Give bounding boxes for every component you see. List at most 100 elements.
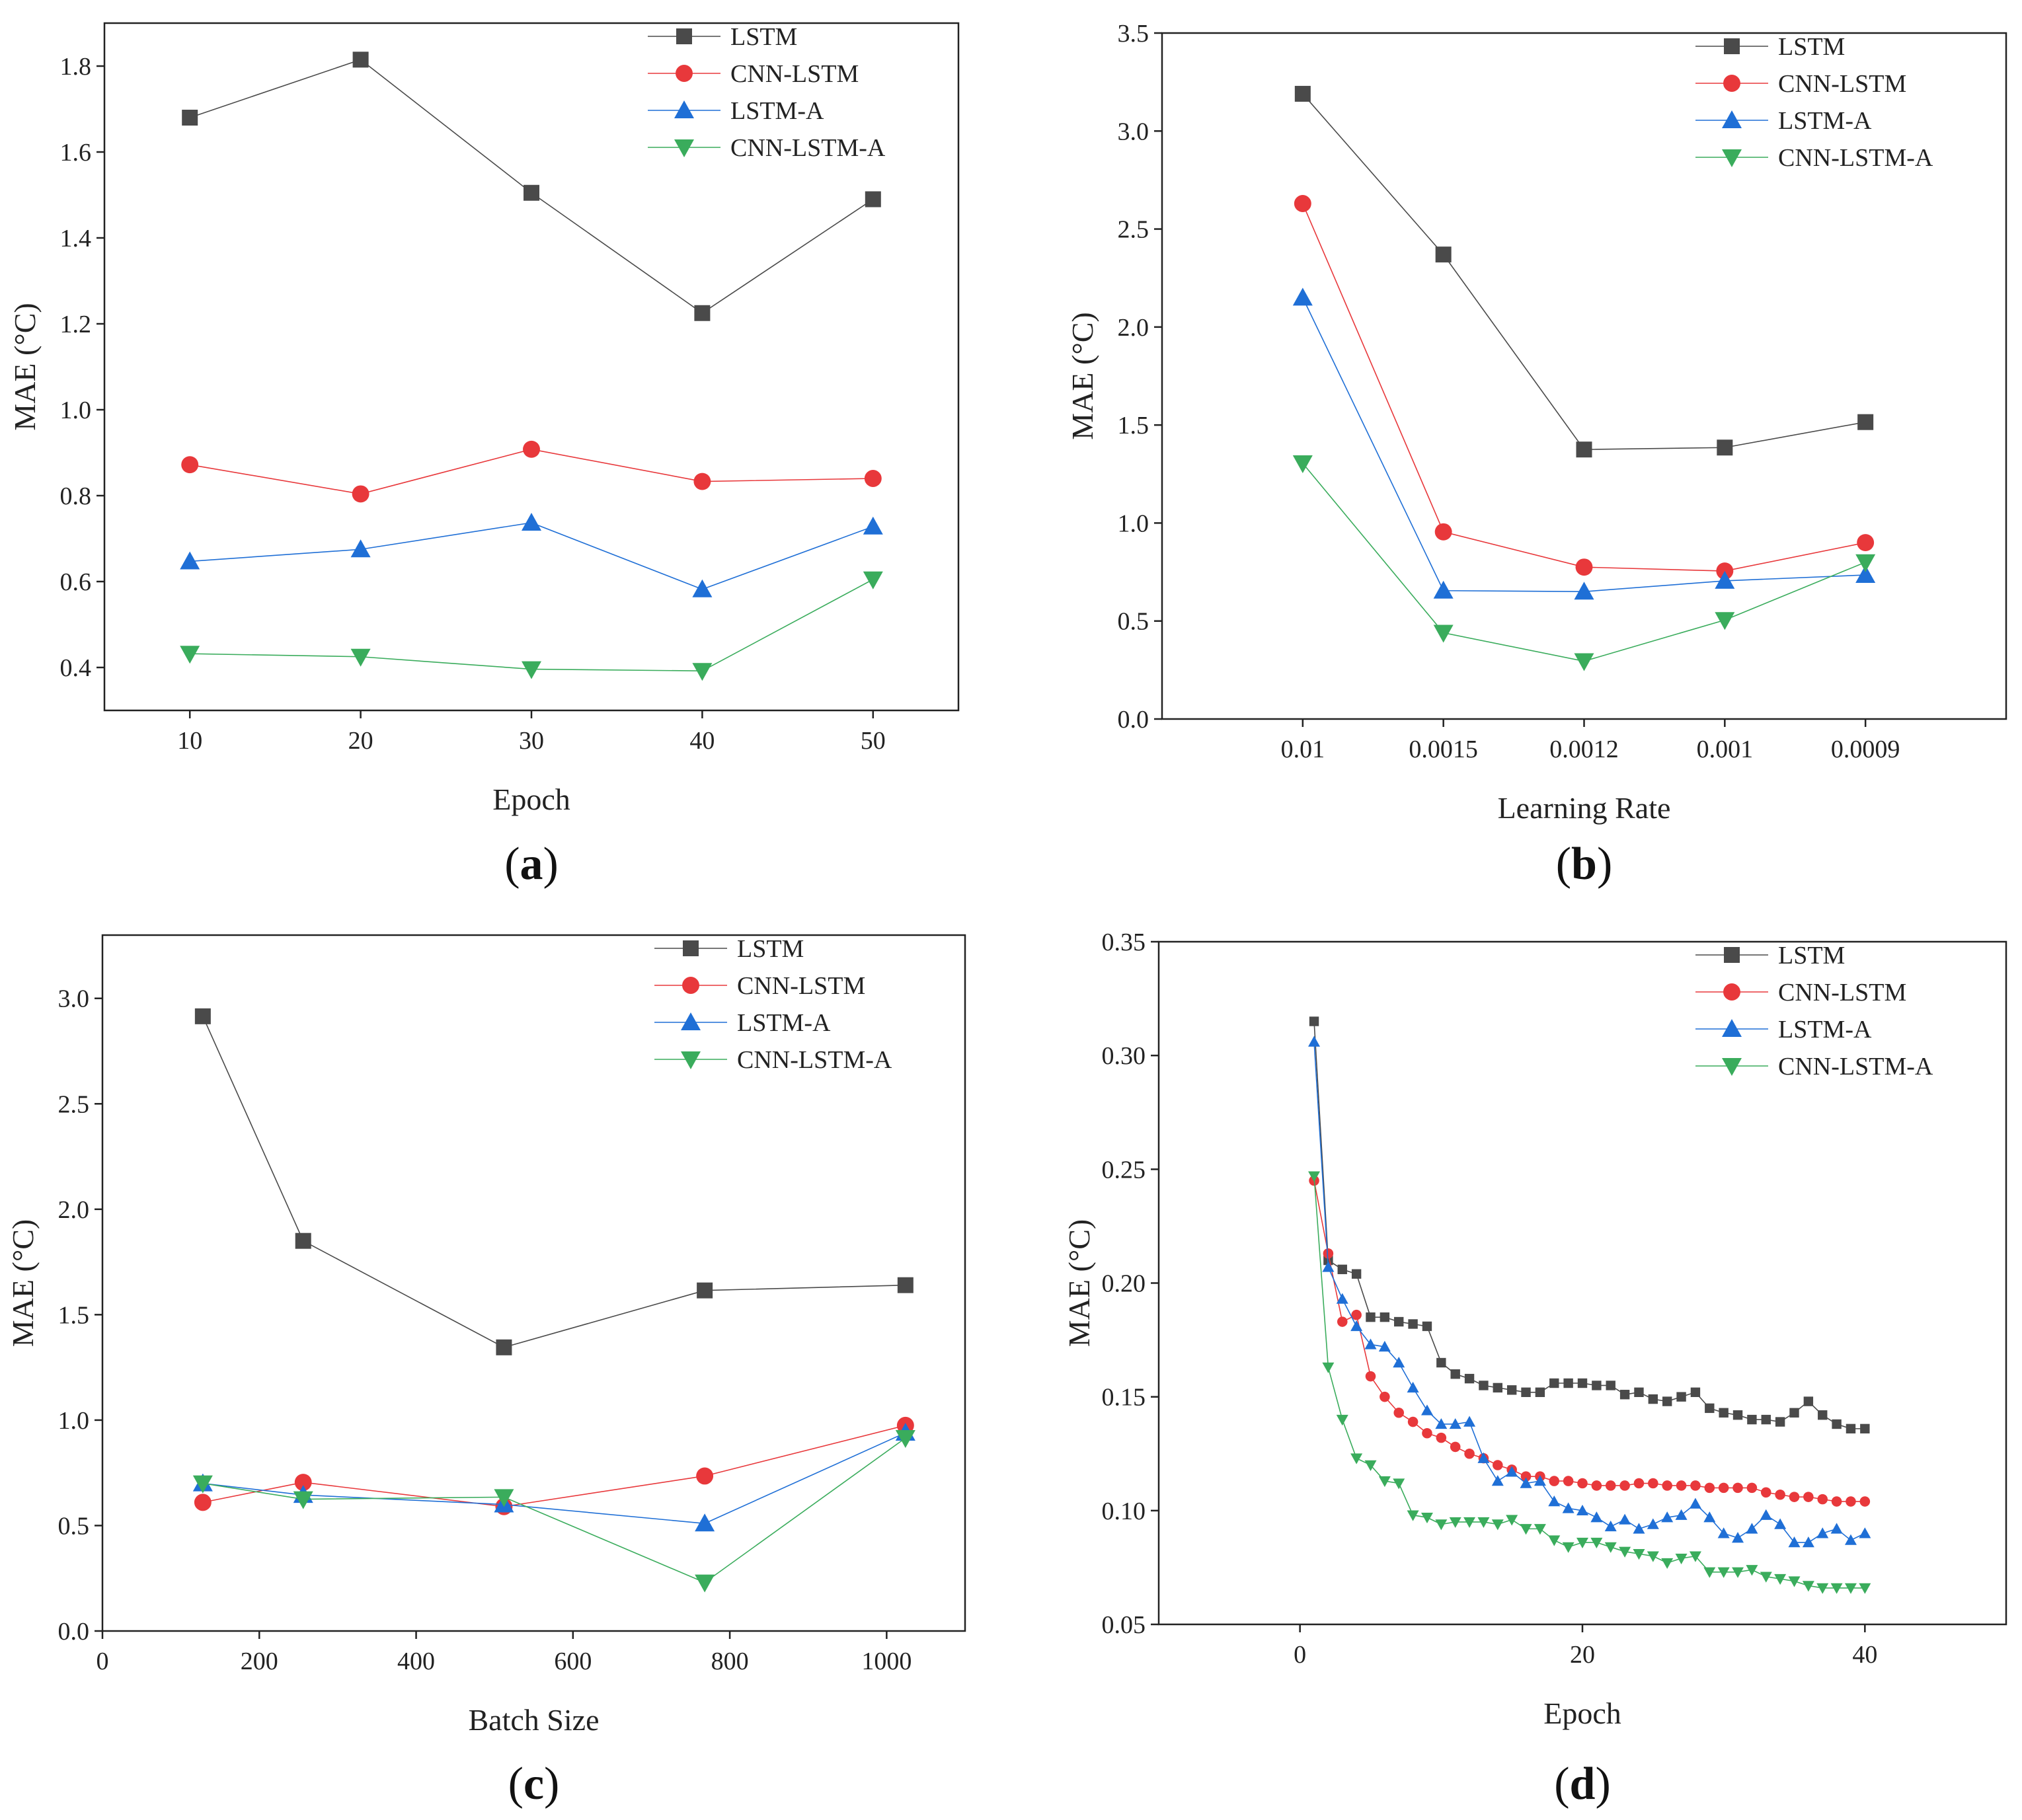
chart-panel-c: 0.0 0.5 1.0 1.5 2.0 2.5 3.0 0 200 400 600 800 1000 Ba… (6, 934, 966, 1809)
data-point-cnn-lstm-a (1746, 1565, 1758, 1576)
data-point-lstm (1450, 1369, 1460, 1379)
data-point-cnn-lstm-a (180, 646, 200, 664)
data-point-lstm-a (1788, 1536, 1801, 1548)
y-axis-title: MAE (°C) (6, 1219, 40, 1347)
data-point-cnn-lstm-a (1788, 1576, 1801, 1587)
data-point-lstm-a (180, 551, 200, 570)
data-point-cnn-lstm (1846, 1496, 1856, 1507)
data-point-cnn-lstm-a (1449, 1517, 1461, 1529)
data-point-cnn-lstm (1294, 195, 1311, 212)
data-point-lstm (1803, 1396, 1814, 1406)
series-line-lstm (1313, 1021, 1865, 1429)
y-tick-label: 0.0 (1118, 706, 1149, 734)
data-point-cnn-lstm-a (1802, 1581, 1814, 1592)
legend-entry-cnn-lstm-a: CNN-LSTM-A (730, 134, 886, 162)
data-point-lstm (697, 1282, 713, 1299)
data-point-lstm-a (1292, 287, 1313, 306)
data-point-lstm (1422, 1321, 1432, 1332)
data-point-cnn-lstm-a (1407, 1510, 1419, 1521)
data-point-lstm (1464, 1373, 1475, 1384)
data-point-cnn-lstm (696, 1467, 714, 1485)
x-tick-label: 0.0009 (1831, 736, 1900, 763)
y-axis-title: MAE (°C) (1062, 1219, 1096, 1347)
x-tick-label: 0.01 (1281, 736, 1325, 763)
series-line-cnn-lstm (1302, 203, 1866, 572)
y-tick-label: 1.8 (60, 53, 92, 81)
data-point-cnn-lstm-a (1322, 1362, 1335, 1373)
data-point-lstm (1846, 1423, 1856, 1434)
data-point-lstm-a (1463, 1416, 1476, 1427)
data-point-cnn-lstm-a (895, 1430, 915, 1449)
data-point-lstm-a (1830, 1523, 1843, 1534)
series-line-cnn-lstm-a (190, 579, 874, 672)
data-point-lstm (1761, 1414, 1771, 1425)
panel-label-b: (b) (1556, 839, 1613, 890)
data-point-cnn-lstm-a (1548, 1535, 1561, 1546)
x-tick-label: 0.0015 (1409, 736, 1478, 763)
data-point-lstm (1832, 1419, 1842, 1429)
data-point-cnn-lstm-a (494, 1489, 514, 1507)
y-tick-label: 0.8 (60, 482, 92, 510)
data-point-lstm (1366, 1312, 1376, 1322)
data-point-lstm-a (1746, 1523, 1758, 1534)
data-point-lstm-a (1534, 1475, 1546, 1486)
x-tick-label: 40 (689, 727, 715, 755)
data-point-cnn-lstm (1775, 1489, 1785, 1500)
data-point-cnn-lstm (352, 485, 369, 503)
data-point-lstm (1535, 1387, 1545, 1397)
data-point-lstm-a (1590, 1511, 1603, 1523)
plot-frame (1157, 940, 2007, 1626)
y-tick-label: 3.5 (1118, 20, 1149, 48)
legend-entry-cnn-lstm-a: CNN-LSTM-A (1778, 144, 1933, 172)
data-point-cnn-lstm (1549, 1476, 1560, 1486)
data-point-cnn-lstm (1690, 1480, 1701, 1491)
data-point-lstm-a (1433, 580, 1454, 599)
legend-marker-cnn-lstm-a (674, 139, 694, 157)
data-point-lstm-a (1420, 1404, 1433, 1416)
y-tick-label: 0.25 (1102, 1156, 1146, 1184)
data-point-lstm-a (1393, 1357, 1405, 1368)
series-line-lstm-a (190, 522, 874, 590)
data-point-cnn-lstm-a (522, 661, 541, 679)
data-point-cnn-lstm-a (1308, 1171, 1321, 1182)
data-point-lstm (1860, 1423, 1870, 1434)
data-point-cnn-lstm (1803, 1492, 1814, 1502)
x-tick-label: 200 (241, 1648, 278, 1675)
legend-entry-cnn-lstm: CNN-LSTM (1778, 979, 1906, 1006)
data-point-lstm-a (1633, 1523, 1645, 1534)
data-point-cnn-lstm (1857, 534, 1875, 552)
data-point-lstm (1337, 1264, 1347, 1275)
data-point-cnn-lstm (1563, 1476, 1574, 1486)
data-point-cnn-lstm-a (1491, 1519, 1504, 1531)
legend-entry-cnn-lstm-a: CNN-LSTM-A (737, 1046, 892, 1074)
legend-marker-cnn-lstm-a (681, 1051, 701, 1069)
legend-entry-lstm-a: LSTM-A (1778, 1016, 1872, 1043)
x-tick-label: 50 (861, 727, 886, 755)
legend-marker-cnn-lstm-a (1722, 149, 1742, 167)
y-tick-label: 2.5 (1118, 216, 1149, 244)
y-tick-label: 0.20 (1102, 1270, 1146, 1298)
data-point-cnn-lstm-a (1336, 1414, 1348, 1426)
data-point-cnn-lstm (1337, 1316, 1348, 1327)
y-tick-label: 2.0 (58, 1196, 90, 1224)
legend-entry-lstm: LSTM (1778, 33, 1845, 61)
data-point-lstm (1719, 1408, 1729, 1418)
x-tick-label: 20 (348, 727, 373, 755)
x-axis-title: Learning Rate (1498, 791, 1671, 825)
y-tick-label: 1.5 (1118, 412, 1149, 439)
data-point-cnn-lstm-a (1633, 1549, 1645, 1560)
data-point-cnn-lstm-a (1292, 455, 1313, 473)
data-point-lstm (1592, 1381, 1602, 1390)
data-point-cnn-lstm-a (1760, 1572, 1772, 1583)
data-point-lstm (496, 1339, 512, 1355)
data-point-cnn-lstm (1662, 1480, 1672, 1491)
chart-panel-a: 0.4 0.6 0.8 1.0 1.2 1.4 1.6 1.8 10 20 30 40 50 Epoch M… (8, 22, 960, 890)
data-point-lstm-a (1802, 1536, 1814, 1548)
data-point-cnn-lstm (1591, 1480, 1602, 1491)
data-point-lstm-a (1715, 570, 1735, 589)
x-tick-label: 30 (519, 727, 544, 755)
data-point-cnn-lstm-a (1562, 1542, 1575, 1553)
data-point-cnn-lstm-a (1364, 1460, 1377, 1471)
data-point-lstm-a (1491, 1475, 1504, 1486)
panel-label-a: (a) (504, 839, 559, 890)
